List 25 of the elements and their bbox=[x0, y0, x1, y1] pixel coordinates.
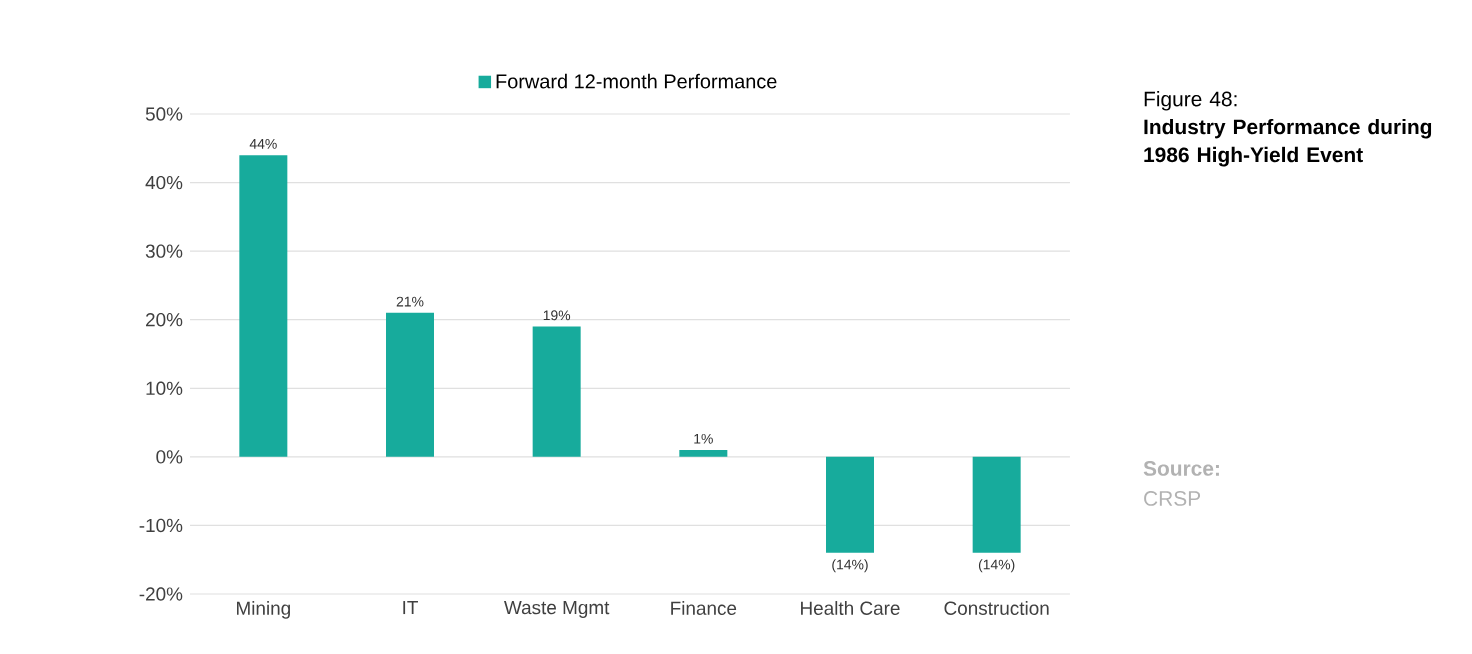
x-tick-label: Finance bbox=[671, 601, 737, 615]
text: CRSP bbox=[1144, 491, 1201, 506]
bar bbox=[532, 326, 581, 457]
x-tick-label: Waste Mgmt bbox=[504, 601, 610, 618]
bar bbox=[679, 450, 728, 457]
y-tick-label: 10% bbox=[146, 381, 183, 395]
y-tick-label: 30% bbox=[145, 244, 183, 258]
bar bbox=[826, 456, 874, 553]
x-tick-label: Mining bbox=[237, 601, 290, 619]
bar bbox=[972, 456, 1021, 553]
text: Industry Performance during 1986 High-Yield Event bbox=[1144, 118, 1432, 167]
x-tick-label: IT bbox=[403, 601, 418, 615]
y-tick-label: 50% bbox=[145, 107, 183, 121]
x-tick-label: Construction bbox=[944, 601, 1049, 615]
y-tick-label: -10% bbox=[139, 518, 183, 533]
y-tick-label: 40% bbox=[145, 175, 183, 190]
y-tick-label: 0% bbox=[156, 450, 183, 464]
legend-label: Forward 12-month Performance bbox=[496, 73, 777, 89]
text: Figure 48: bbox=[1144, 91, 1237, 111]
bar bbox=[386, 312, 434, 457]
y-tick-label: 20% bbox=[146, 313, 183, 327]
y-tick-label: -20% bbox=[139, 587, 183, 601]
source-note: Source: bbox=[1143, 461, 1219, 476]
x-tick-label: Health Care bbox=[801, 601, 900, 615]
bar bbox=[239, 155, 288, 457]
